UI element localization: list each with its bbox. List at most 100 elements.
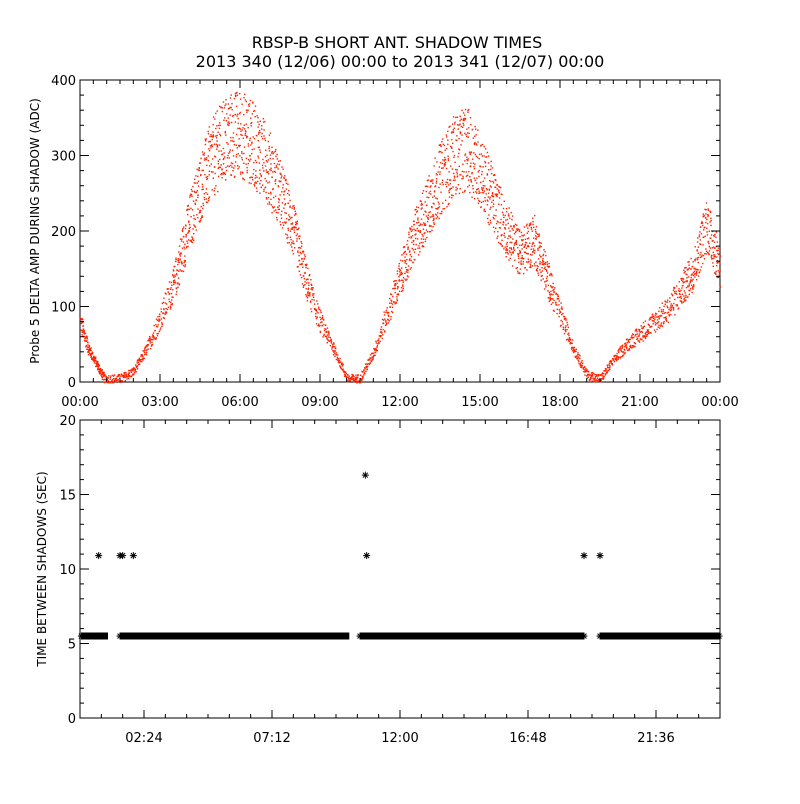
top-data-point [534,252,536,254]
top-data-point [136,360,138,362]
top-data-point [212,171,214,173]
top-data-point [486,199,488,201]
top-data-point [208,141,210,143]
top-data-point [310,308,312,310]
top-data-point [191,190,193,192]
top-data-point [539,254,541,256]
top-data-point [681,279,683,282]
top-data-point [528,260,530,262]
top-data-point [470,162,472,164]
top-data-point [369,362,371,364]
top-data-point [541,270,543,272]
top-data-point [288,242,290,244]
top-data-point [558,312,561,314]
top-data-point [274,166,276,169]
top-data-point [258,131,260,134]
top-data-point [222,158,225,161]
top-data-point [681,302,683,304]
bottom-baseline-point [426,632,434,640]
top-data-point [606,370,608,372]
top-data-point [411,247,413,250]
bottom-baseline-point [200,632,208,640]
top-data-point [373,348,376,350]
top-data-point [469,176,471,178]
top-data-point [464,108,467,111]
top-data-point [301,283,304,285]
top-data-point [716,256,718,258]
top-data-point [536,236,538,238]
top-data-point [519,272,521,275]
top-data-point [179,259,181,261]
top-data-point [508,259,510,261]
top-data-point [389,302,391,304]
top-data-point [175,257,177,259]
top-data-point [262,184,264,186]
bottom-baseline-point-stroke [278,633,284,639]
top-data-point [433,190,436,192]
top-data-point [175,258,177,261]
bottom-data-point-stroke [581,552,587,559]
top-data-point [265,160,268,162]
top-data-point [410,236,412,238]
top-data-point [243,97,245,99]
top-data-point [252,101,254,103]
top-data-point [98,368,101,371]
top-data-point [602,378,605,380]
top-data-point [705,253,707,255]
top-data-point [429,216,431,218]
top-data-point [199,162,202,164]
top-data-point [281,175,283,177]
top-data-point [493,218,495,220]
top-data-point [185,234,187,236]
top-data-point [266,171,268,173]
bottom-baseline-point-stroke [490,633,496,639]
top-data-point [533,263,536,265]
top-data-point [443,162,446,165]
top-data-point [492,174,495,176]
top-data-point [291,246,293,248]
top-data-point [300,240,302,243]
top-data-point [617,350,619,352]
top-data-point [495,194,497,196]
top-data-point [544,263,547,265]
top-data-point [278,163,280,166]
top-data-point [501,239,503,241]
top-data-point [556,304,558,306]
bottom-baseline-point [370,632,378,640]
bottom-baseline-point [172,632,180,640]
top-data-point [136,368,139,370]
bottom-baseline-point-stroke [327,633,333,639]
top-data-point [427,214,430,216]
top-data-point [228,121,230,123]
top-data-point [183,246,185,248]
top-data-point [288,219,291,221]
top-data-point [385,324,388,326]
top-data-point [694,267,696,269]
top-data-point [151,336,153,338]
top-data-point [303,278,306,280]
top-data-point [293,243,295,245]
top-data-point [440,212,443,215]
top-data-point [402,253,405,255]
top-data-point [443,165,446,167]
top-data-point [214,156,217,158]
top-data-point [355,381,357,384]
top-data-point [420,202,423,205]
top-data-point [135,366,138,368]
top-data-point [173,279,176,281]
top-data-point [82,319,84,321]
top-data-point [594,375,597,378]
top-data-point [614,358,616,361]
top-data-point [330,340,333,342]
top-data-point [93,360,95,362]
bottom-x-tick-label: 07:12 [253,731,290,746]
top-data-point [457,184,460,186]
top-data-point [619,357,622,359]
top-data-point [233,167,235,169]
top-data-point [411,229,413,231]
top-data-point [265,191,267,194]
bottom-baseline-point-stroke [292,633,298,639]
top-data-point [594,379,596,381]
top-data-point [222,173,224,175]
top-data-point [668,308,670,311]
